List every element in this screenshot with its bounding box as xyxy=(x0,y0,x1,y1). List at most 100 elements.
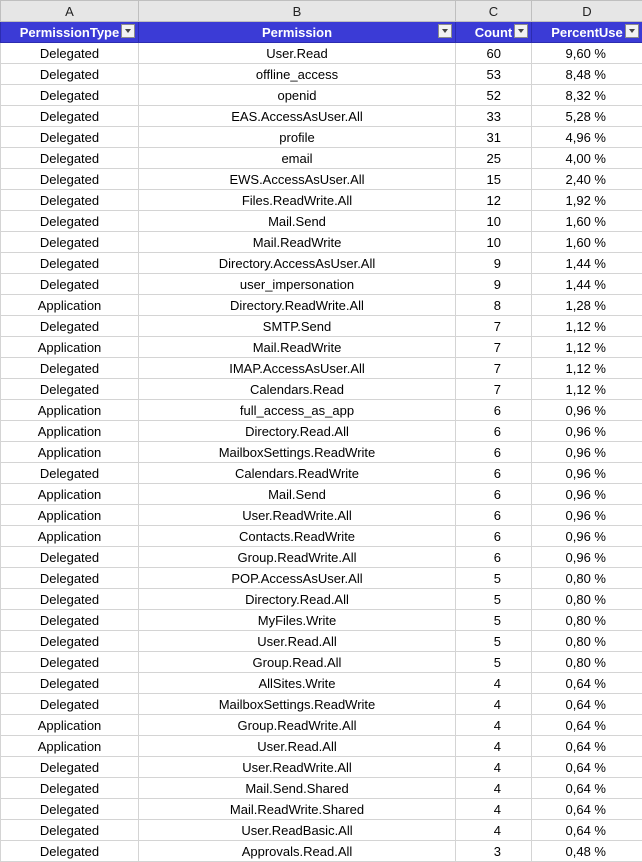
cell-percent-use[interactable]: 1,44 % xyxy=(532,253,642,274)
cell-permission[interactable]: MailboxSettings.ReadWrite xyxy=(139,442,456,463)
cell-permission-type[interactable]: Delegated xyxy=(1,631,139,652)
cell-permission[interactable]: user_impersonation xyxy=(139,274,456,295)
cell-percent-use[interactable]: 0,64 % xyxy=(532,673,642,694)
cell-count[interactable]: 4 xyxy=(456,757,532,778)
cell-permission-type[interactable]: Application xyxy=(1,484,139,505)
filter-dropdown-icon[interactable] xyxy=(121,24,135,38)
cell-permission[interactable]: Directory.Read.All xyxy=(139,589,456,610)
cell-percent-use[interactable]: 0,80 % xyxy=(532,589,642,610)
cell-permission-type[interactable]: Delegated xyxy=(1,757,139,778)
cell-permission[interactable]: Mail.Send xyxy=(139,484,456,505)
cell-percent-use[interactable]: 0,64 % xyxy=(532,694,642,715)
cell-count[interactable]: 5 xyxy=(456,652,532,673)
cell-permission-type[interactable]: Application xyxy=(1,715,139,736)
cell-permission[interactable]: Mail.ReadWrite xyxy=(139,232,456,253)
cell-count[interactable]: 31 xyxy=(456,127,532,148)
cell-count[interactable]: 6 xyxy=(456,421,532,442)
cell-percent-use[interactable]: 0,96 % xyxy=(532,463,642,484)
cell-permission-type[interactable]: Application xyxy=(1,295,139,316)
cell-permission[interactable]: User.ReadWrite.All xyxy=(139,757,456,778)
cell-percent-use[interactable]: 0,64 % xyxy=(532,799,642,820)
cell-count[interactable]: 7 xyxy=(456,379,532,400)
cell-percent-use[interactable]: 0,64 % xyxy=(532,757,642,778)
cell-count[interactable]: 4 xyxy=(456,778,532,799)
cell-count[interactable]: 4 xyxy=(456,715,532,736)
cell-count[interactable]: 53 xyxy=(456,64,532,85)
cell-count[interactable]: 6 xyxy=(456,505,532,526)
cell-count[interactable]: 4 xyxy=(456,736,532,757)
cell-percent-use[interactable]: 4,00 % xyxy=(532,148,642,169)
cell-permission[interactable]: AllSites.Write xyxy=(139,673,456,694)
cell-count[interactable]: 6 xyxy=(456,442,532,463)
cell-permission-type[interactable]: Delegated xyxy=(1,190,139,211)
filter-dropdown-icon[interactable] xyxy=(438,24,452,38)
cell-permission[interactable]: MailboxSettings.ReadWrite xyxy=(139,694,456,715)
cell-permission-type[interactable]: Application xyxy=(1,736,139,757)
cell-count[interactable]: 60 xyxy=(456,43,532,64)
cell-permission-type[interactable]: Delegated xyxy=(1,106,139,127)
column-letter-c[interactable]: C xyxy=(456,1,532,22)
cell-permission-type[interactable]: Delegated xyxy=(1,799,139,820)
cell-permission[interactable]: Mail.Send xyxy=(139,211,456,232)
cell-permission-type[interactable]: Delegated xyxy=(1,694,139,715)
filter-dropdown-icon[interactable] xyxy=(625,24,639,38)
cell-count[interactable]: 6 xyxy=(456,463,532,484)
cell-permission-type[interactable]: Delegated xyxy=(1,652,139,673)
cell-permission-type[interactable]: Delegated xyxy=(1,169,139,190)
cell-permission[interactable]: POP.AccessAsUser.All xyxy=(139,568,456,589)
cell-permission-type[interactable]: Delegated xyxy=(1,820,139,841)
cell-permission-type[interactable]: Application xyxy=(1,400,139,421)
cell-count[interactable]: 3 xyxy=(456,841,532,862)
cell-count[interactable]: 5 xyxy=(456,568,532,589)
column-letter-a[interactable]: A xyxy=(1,1,139,22)
cell-percent-use[interactable]: 0,48 % xyxy=(532,841,642,862)
cell-percent-use[interactable]: 1,12 % xyxy=(532,358,642,379)
cell-permission[interactable]: Directory.ReadWrite.All xyxy=(139,295,456,316)
cell-percent-use[interactable]: 1,60 % xyxy=(532,232,642,253)
cell-permission-type[interactable]: Delegated xyxy=(1,148,139,169)
cell-permission[interactable]: User.ReadBasic.All xyxy=(139,820,456,841)
cell-permission-type[interactable]: Delegated xyxy=(1,64,139,85)
cell-permission-type[interactable]: Delegated xyxy=(1,547,139,568)
cell-count[interactable]: 5 xyxy=(456,610,532,631)
cell-percent-use[interactable]: 0,96 % xyxy=(532,400,642,421)
cell-count[interactable]: 8 xyxy=(456,295,532,316)
cell-permission-type[interactable]: Delegated xyxy=(1,274,139,295)
cell-count[interactable]: 15 xyxy=(456,169,532,190)
cell-permission[interactable]: EWS.AccessAsUser.All xyxy=(139,169,456,190)
cell-permission[interactable]: Files.ReadWrite.All xyxy=(139,190,456,211)
cell-count[interactable]: 25 xyxy=(456,148,532,169)
cell-count[interactable]: 7 xyxy=(456,316,532,337)
cell-permission[interactable]: Mail.Send.Shared xyxy=(139,778,456,799)
cell-permission[interactable]: offline_access xyxy=(139,64,456,85)
cell-permission-type[interactable]: Delegated xyxy=(1,778,139,799)
cell-permission[interactable]: Directory.Read.All xyxy=(139,421,456,442)
cell-permission[interactable]: full_access_as_app xyxy=(139,400,456,421)
cell-count[interactable]: 10 xyxy=(456,211,532,232)
cell-percent-use[interactable]: 1,12 % xyxy=(532,337,642,358)
column-letter-d[interactable]: D xyxy=(532,1,642,22)
header-count[interactable]: Count xyxy=(456,22,532,43)
cell-permission[interactable]: openid xyxy=(139,85,456,106)
cell-count[interactable]: 4 xyxy=(456,694,532,715)
cell-percent-use[interactable]: 0,64 % xyxy=(532,778,642,799)
cell-permission[interactable]: Calendars.Read xyxy=(139,379,456,400)
cell-permission-type[interactable]: Delegated xyxy=(1,316,139,337)
cell-count[interactable]: 4 xyxy=(456,799,532,820)
cell-percent-use[interactable]: 0,64 % xyxy=(532,820,642,841)
cell-count[interactable]: 9 xyxy=(456,274,532,295)
cell-percent-use[interactable]: 0,64 % xyxy=(532,736,642,757)
cell-percent-use[interactable]: 0,80 % xyxy=(532,652,642,673)
cell-count[interactable]: 4 xyxy=(456,673,532,694)
cell-permission-type[interactable]: Delegated xyxy=(1,232,139,253)
cell-permission[interactable]: Mail.ReadWrite.Shared xyxy=(139,799,456,820)
cell-permission[interactable]: profile xyxy=(139,127,456,148)
cell-permission-type[interactable]: Delegated xyxy=(1,43,139,64)
cell-percent-use[interactable]: 0,96 % xyxy=(532,442,642,463)
column-letter-b[interactable]: B xyxy=(139,1,456,22)
cell-permission[interactable]: SMTP.Send xyxy=(139,316,456,337)
cell-permission-type[interactable]: Delegated xyxy=(1,589,139,610)
cell-permission-type[interactable]: Delegated xyxy=(1,568,139,589)
cell-permission[interactable]: email xyxy=(139,148,456,169)
cell-count[interactable]: 33 xyxy=(456,106,532,127)
